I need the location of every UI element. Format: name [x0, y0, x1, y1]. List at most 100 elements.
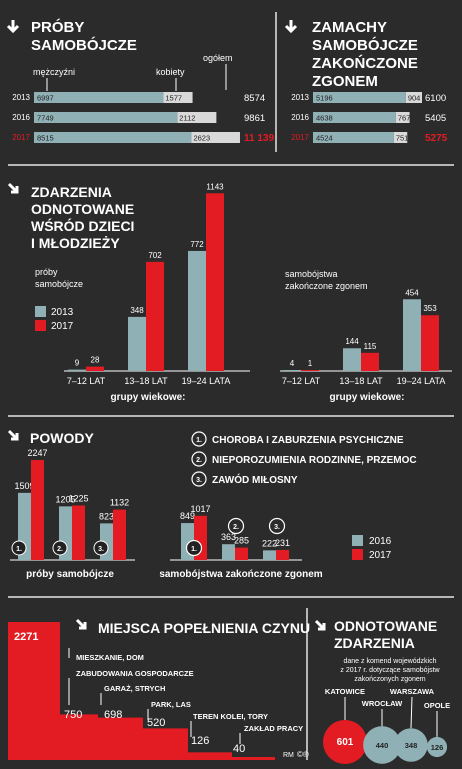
recorded-subtitle-2: z 2017 r. dotyczące samobójstw	[340, 667, 440, 674]
attempts-rows: 2013 6997 1577 8574 2016 7749 2112 9861 2017 8515…	[12, 92, 274, 144]
youth-title-4: I MŁODZIEŻY	[31, 235, 120, 251]
bar-2017	[86, 366, 104, 371]
youth-title-1: ZDARZENIA	[31, 184, 112, 200]
category-badge-label: 2.	[57, 546, 63, 553]
youth-axis-caption-left: grupy wiekowe:	[110, 392, 185, 403]
youth-title-3: WŚRÓD DZIECI	[31, 217, 134, 234]
bar-2017	[235, 547, 248, 560]
recorded-title-1: ODNOTOWANE	[334, 618, 437, 634]
bar-2013	[68, 369, 86, 371]
value-male: 6997	[37, 94, 54, 103]
bar-value-label: 1143	[206, 182, 224, 191]
bar-2017	[421, 315, 439, 371]
step-value: 750	[64, 709, 82, 721]
year-label: 2013	[291, 93, 309, 102]
tick-label: 19–24 LATA	[397, 376, 446, 386]
legend-badge	[191, 471, 207, 487]
step-bar	[98, 717, 143, 760]
legend-badge	[191, 451, 207, 467]
bar-2016	[263, 550, 276, 560]
legend-badge-label: 1.	[196, 437, 202, 444]
category-badge	[93, 540, 109, 556]
bar-value-label: 363	[221, 532, 236, 542]
category-badge	[11, 540, 27, 556]
youth-section: ZDARZENIA ODNOTOWANE WŚRÓD DZIECI I MŁOD…	[7, 182, 452, 403]
bar-2013	[188, 250, 206, 371]
step-value: 520	[147, 717, 165, 729]
legend-label: ZAWÓD MIŁOSNY	[212, 473, 298, 486]
bar-2017	[301, 370, 319, 371]
attempts-title-1: PRÓBY	[31, 18, 84, 36]
bar-male	[313, 112, 396, 123]
bubble-leader	[410, 696, 413, 729]
category-badge	[185, 539, 203, 557]
bar-value-label: 1205	[55, 494, 75, 504]
bar-value-label: 231	[275, 538, 290, 548]
reasons-section: POWODY 1. CHOROBA I ZABURZENIA PSYCHICZNE…	[7, 429, 417, 580]
value-total: 5275	[425, 133, 448, 144]
tick-label: 19–24 LATA	[182, 376, 231, 386]
recorded-subtitle-3: zakończonych zgonem	[354, 676, 425, 683]
legend-label-2016: 2016	[369, 536, 392, 547]
places-section: MIEJSCA POPEŁNIENIA CZYNU 2271 750 698 520 1…	[8, 618, 310, 760]
bar-2013	[343, 348, 361, 371]
bar-2017	[146, 261, 164, 371]
value-female: 904	[408, 94, 421, 103]
bar-value-label: 4	[290, 359, 295, 368]
recorded-bubbles: 601 KATOWICE 440 WROCŁAW 348 WARSZAWA 126 OPOLE	[323, 687, 450, 764]
bubble-city: OPOLE	[424, 701, 450, 710]
step-label: TEREN KOLEI, TORY	[193, 712, 268, 721]
tick-label: 7–12 LAT	[282, 376, 321, 386]
reasons-fatal-caption: samobójstwa zakończone zgonem	[159, 569, 322, 580]
category-badge-label: 1.	[191, 546, 197, 553]
bubble-city: KATOWICE	[325, 687, 365, 696]
tick-label: 13–18 LAT	[124, 376, 168, 386]
step-bar	[232, 757, 275, 760]
bar-2017	[113, 509, 126, 560]
year-label: 2017	[12, 133, 30, 142]
value-total: 9861	[244, 113, 265, 124]
value-male: 5196	[316, 94, 333, 103]
year-label: 2016	[291, 113, 309, 122]
bar-female	[191, 132, 240, 143]
bar-value-label: 1	[308, 359, 313, 368]
legend-label: NIEPOROZUMIENIA RODZINNE, PRZEMOC	[212, 455, 417, 466]
bar-2017	[361, 352, 379, 371]
bar-value-label: 9	[75, 359, 80, 368]
step-value: 126	[191, 735, 209, 747]
legend-label-2017: 2017	[51, 321, 74, 332]
fatal-title-3: ZAKOŃCZONE	[312, 55, 418, 72]
bar-2016	[222, 544, 235, 560]
bubble-city: WROCŁAW	[362, 699, 403, 708]
bar-value-label: 348	[130, 306, 144, 315]
year-label: 2017	[291, 133, 309, 142]
bar-female	[177, 112, 217, 123]
copyright-marks: ©℗	[297, 750, 309, 759]
value-female: 767	[398, 114, 411, 123]
bar-female	[405, 92, 422, 103]
step-label: ZAKŁAD PRACY	[244, 724, 303, 733]
fatal-section: ZAMACHY SAMOBÓJCZE ZAKOŃCZONE ZGONEM 201…	[284, 19, 448, 144]
category-badge-label: 3.	[98, 546, 104, 553]
value-male: 4524	[316, 134, 333, 143]
youth-title-2: ODNOTOWANE	[31, 201, 134, 217]
step-value: 698	[104, 709, 122, 721]
bubble-value: 348	[405, 741, 418, 750]
step-label: PARK, LAS	[151, 700, 191, 709]
arrow-down-right-icon	[314, 619, 326, 631]
youth-fatal-bars: 4 1 7–12 LAT 144 115 13–18 LAT 454 353 19–24 LAT…	[282, 288, 446, 386]
legend-label-2013: 2013	[51, 307, 74, 318]
bar-female	[395, 112, 410, 123]
fatal-title-2: SAMOBÓJCZE	[312, 36, 418, 54]
legend-badge-label: 2.	[196, 457, 202, 464]
reasons-legend: 1. CHOROBA I ZABURZENIA PSYCHICZNE 2. NIEPO…	[191, 431, 417, 487]
youth-axis-caption-right: grupy wiekowe:	[329, 392, 404, 403]
bar-male	[34, 112, 178, 123]
youth-attempts-bars: 9 28 7–12 LAT 348 702 13–18 LAT 772 1143 19–24 L…	[67, 182, 231, 386]
arrow-down-right-icon	[75, 618, 87, 630]
tick-label: 7–12 LAT	[67, 376, 106, 386]
fatal-title-1: ZAMACHY	[312, 19, 387, 36]
youth-attempts-label-1: próby	[35, 267, 58, 277]
